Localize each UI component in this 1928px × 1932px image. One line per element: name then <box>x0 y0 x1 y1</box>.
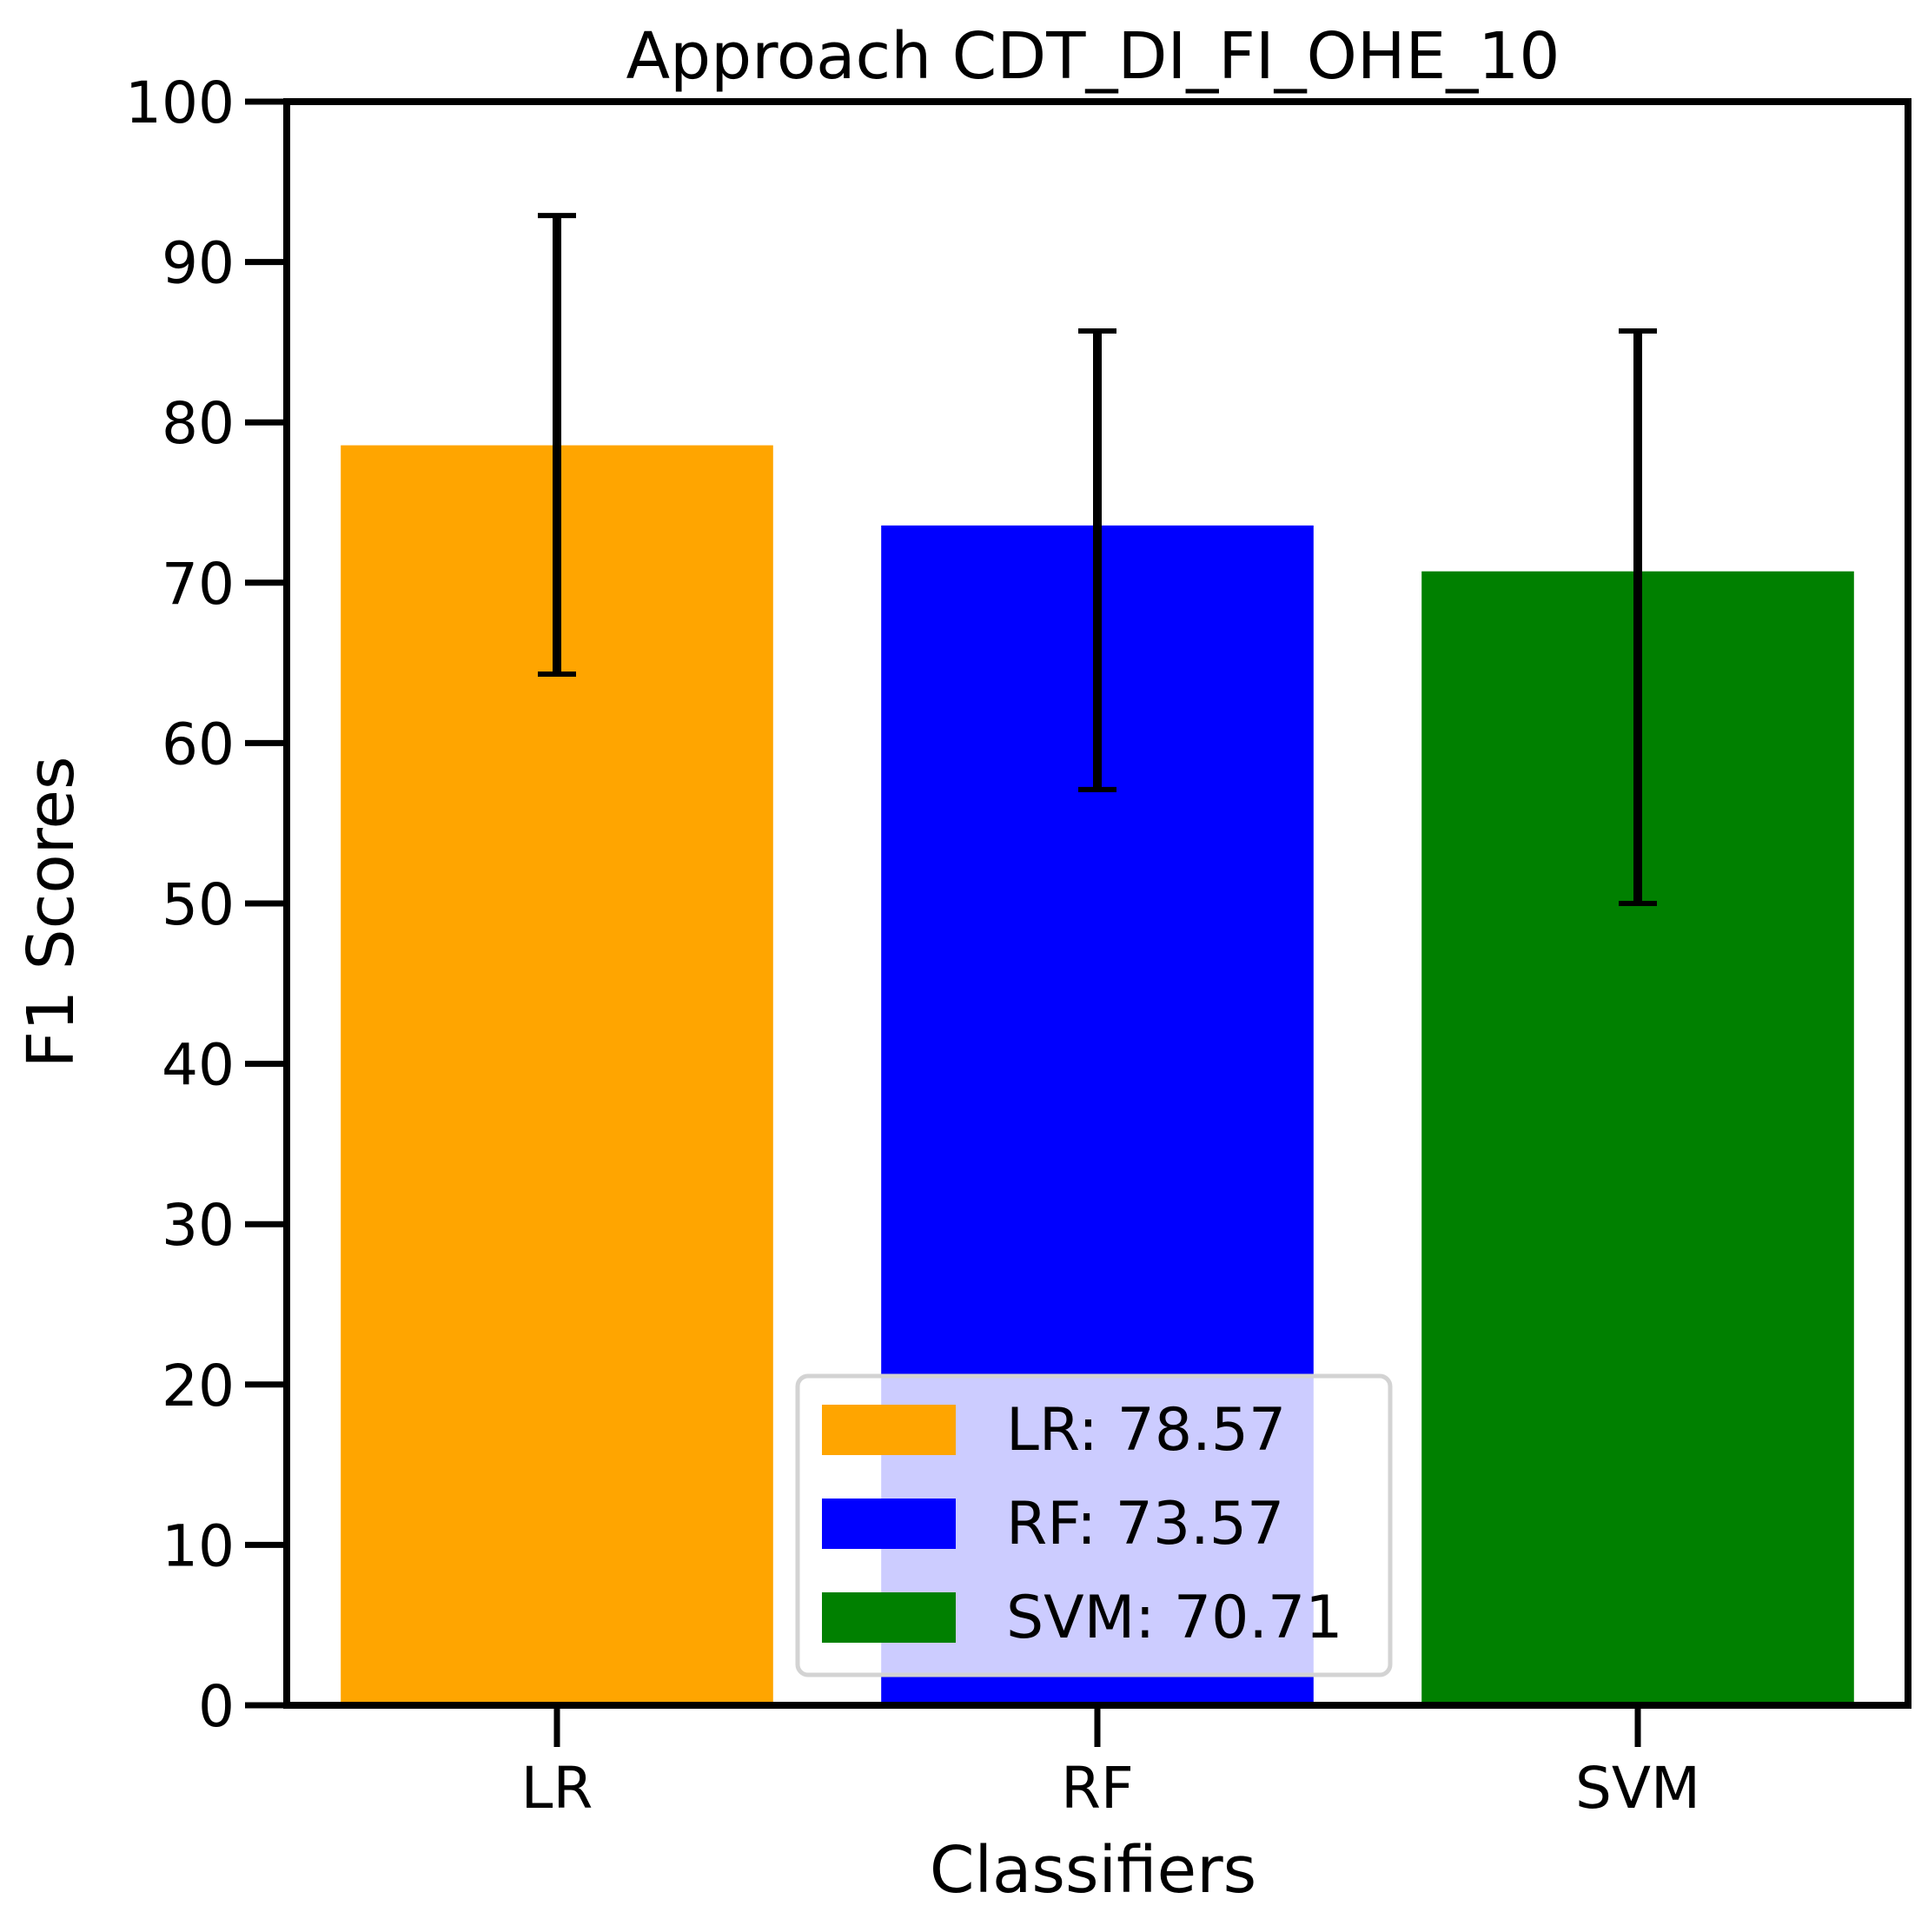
legend-label: LR: 78.57 <box>1006 1396 1286 1465</box>
error-bar-lr <box>538 213 576 678</box>
legend-item-rf: RF: 73.57 <box>822 1490 1284 1558</box>
legend-swatch <box>822 1592 956 1643</box>
y-tick-label: 0 <box>198 1673 235 1740</box>
legend-item-svm: SVM: 70.71 <box>822 1584 1343 1652</box>
plot-frame <box>283 98 1911 1709</box>
y-axis-label: F1 Scores <box>14 757 89 1069</box>
chart-title: Approach CDT_DI_FI_OHE_10 <box>626 19 1560 94</box>
y-tick-label: 60 <box>162 711 235 777</box>
y-tick-label: 20 <box>162 1353 235 1419</box>
legend-swatch <box>822 1499 956 1549</box>
error-bar-rf <box>1078 328 1116 792</box>
x-tick-label: SVM <box>1575 1755 1700 1822</box>
x-axis-ticks: LR RF SVM <box>521 1705 1700 1822</box>
legend-swatch <box>822 1405 956 1455</box>
legend-item-lr: LR: 78.57 <box>822 1396 1286 1465</box>
error-bars <box>538 213 1657 906</box>
y-axis-ticks: 0 10 20 30 40 50 60 70 80 90 100 <box>125 69 287 1740</box>
y-tick-label: 50 <box>162 871 235 938</box>
y-tick-label: 40 <box>162 1032 235 1099</box>
x-tick-label: RF <box>1061 1755 1134 1822</box>
error-bar-svm <box>1619 328 1657 906</box>
y-tick-label: 100 <box>125 69 235 136</box>
legend-label: SVM: 70.71 <box>1006 1584 1343 1652</box>
y-tick-label: 70 <box>162 551 235 618</box>
legend-label: RF: 73.57 <box>1006 1490 1284 1558</box>
y-tick-label: 90 <box>162 230 235 297</box>
y-tick-label: 10 <box>162 1512 235 1579</box>
x-axis-label: Classifiers <box>930 1833 1256 1908</box>
y-tick-label: 80 <box>162 390 235 457</box>
legend: LR: 78.57 RF: 73.57 SVM: 70.71 <box>795 1373 1393 1677</box>
y-tick-label: 30 <box>162 1192 235 1259</box>
x-tick-label: LR <box>521 1755 593 1822</box>
